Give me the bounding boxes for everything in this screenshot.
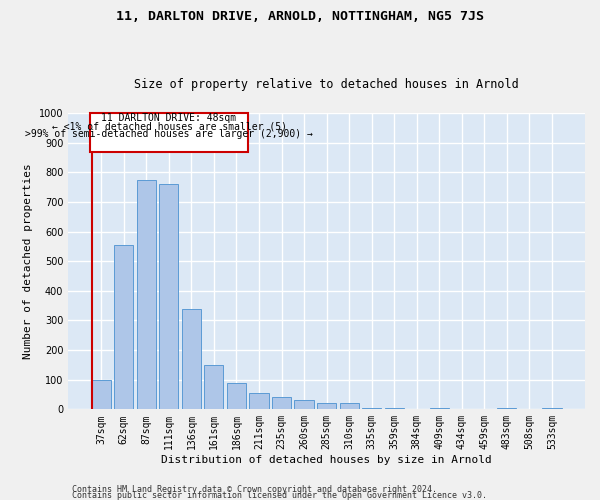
Bar xyxy=(542,408,562,410)
Bar xyxy=(385,408,404,410)
Title: Size of property relative to detached houses in Arnold: Size of property relative to detached ho… xyxy=(134,78,519,91)
X-axis label: Distribution of detached houses by size in Arnold: Distribution of detached houses by size … xyxy=(161,455,492,465)
Text: 11 DARLTON DRIVE: 48sqm: 11 DARLTON DRIVE: 48sqm xyxy=(101,114,236,124)
Text: Contains public sector information licensed under the Open Government Licence v3: Contains public sector information licen… xyxy=(72,491,487,500)
Y-axis label: Number of detached properties: Number of detached properties xyxy=(23,164,33,359)
Bar xyxy=(430,408,449,410)
Text: 11, DARLTON DRIVE, ARNOLD, NOTTINGHAM, NG5 7JS: 11, DARLTON DRIVE, ARNOLD, NOTTINGHAM, N… xyxy=(116,10,484,23)
Bar xyxy=(227,382,246,409)
Bar xyxy=(272,398,291,409)
Bar xyxy=(295,400,314,409)
Text: >99% of semi-detached houses are larger (2,900) →: >99% of semi-detached houses are larger … xyxy=(25,130,313,140)
Bar xyxy=(137,180,156,410)
Bar xyxy=(114,245,133,410)
Text: Contains HM Land Registry data © Crown copyright and database right 2024.: Contains HM Land Registry data © Crown c… xyxy=(72,484,437,494)
Bar xyxy=(340,404,359,409)
Bar xyxy=(497,408,517,410)
Bar xyxy=(205,365,223,410)
Bar xyxy=(91,113,248,152)
Bar xyxy=(159,184,178,410)
Bar xyxy=(92,380,111,410)
Bar xyxy=(182,308,201,410)
Bar xyxy=(250,393,269,409)
Text: ← <1% of detached houses are smaller (5): ← <1% of detached houses are smaller (5) xyxy=(52,122,287,132)
Bar xyxy=(317,404,336,409)
Bar xyxy=(362,408,381,410)
